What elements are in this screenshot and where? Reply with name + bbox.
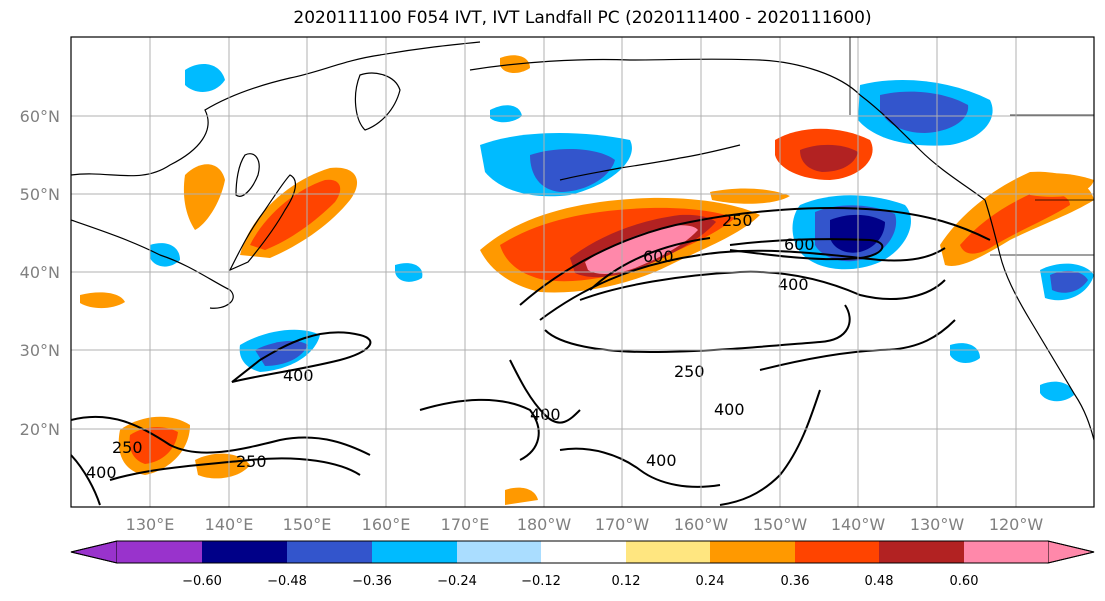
contour-label-600-a: 600 [643,247,674,266]
colorbar-tick: −0.12 [521,574,561,589]
colorbar-segment [879,541,964,563]
contour-label-400-c: 400 [530,405,561,424]
colorbar-tick: 0.12 [612,574,641,589]
gridlines [71,37,1094,507]
contour-label-400-e: 400 [646,451,677,470]
ivt-contours [71,207,991,506]
colorbar-segment [117,541,202,563]
colorbar-tick: 0.60 [950,574,979,589]
colorbar-extend-high [1047,540,1095,564]
map-title: 2020111100 F054 IVT, IVT Landfall PC (20… [293,8,872,28]
colorbar-tick: −0.60 [182,574,222,589]
colorbar-tick: −0.36 [352,574,392,589]
lon-label-160w: 160°W [674,515,729,534]
colorbar-segment [964,541,1048,563]
lat-label-20n: 20°N [20,420,60,439]
colorbar-tick: −0.48 [267,574,307,589]
colorbar-segment [541,541,626,563]
lat-label-40n: 40°N [20,263,60,282]
colorbar-tick: −0.24 [437,574,477,589]
longitude-labels: 130°E 140°E 150°E 160°E 170°E 180°W 170°… [126,515,1044,534]
lat-label-50n: 50°N [20,185,60,204]
colorbar-segment [202,541,287,563]
lon-label-180w: 180°W [517,515,572,534]
lon-label-140e: 140°E [205,515,254,534]
contour-label-400-a: 400 [778,275,809,294]
coastlines [71,37,1094,441]
colorbar-segment [287,541,372,563]
lon-label-150w: 150°W [753,515,808,534]
colorbar-segment [372,541,457,563]
contour-label-250-d: 250 [112,438,143,457]
colorbar-ticks: −0.60 −0.48 −0.36 −0.24 −0.12 0.12 0.24 … [182,574,978,589]
lon-label-170w: 170°W [595,515,650,534]
colorbar-extend-low [70,540,118,564]
contour-label-400-b: 400 [283,366,314,385]
lon-label-160e: 160°E [362,515,411,534]
colorbar [70,540,1095,564]
lat-label-30n: 30°N [20,341,60,360]
colorbar-segment [626,541,710,563]
lon-label-130w: 130°W [910,515,965,534]
contour-label-250-a: 250 [722,211,753,230]
lon-label-130e: 130°E [126,515,175,534]
contour-labels: 250 600 400 600 250 400 400 400 400 250 … [86,211,815,482]
latitude-labels: 60°N 50°N 40°N 30°N 20°N [20,107,60,439]
colorbar-outline [70,540,1095,564]
contour-label-400-d: 400 [714,400,745,419]
map-frame [70,36,1095,508]
colorbar-tick: 0.48 [865,574,894,589]
lon-label-140w: 140°W [831,515,886,534]
colorbar-tick: 0.24 [696,574,725,589]
contour-label-600-b: 600 [784,235,815,254]
contour-label-250-b: 250 [674,362,705,381]
lon-label-150e: 150°E [283,515,332,534]
contour-label-400-f: 400 [86,463,117,482]
colorbar-segment [710,541,795,563]
colorbar-segment [457,541,541,563]
colorbar-segment [795,541,879,563]
lon-label-120w: 120°W [989,515,1044,534]
colorbar-tick: 0.36 [781,574,810,589]
lon-label-170e: 170°E [441,515,490,534]
lat-label-60n: 60°N [20,107,60,126]
contour-label-250-c: 250 [236,452,267,471]
